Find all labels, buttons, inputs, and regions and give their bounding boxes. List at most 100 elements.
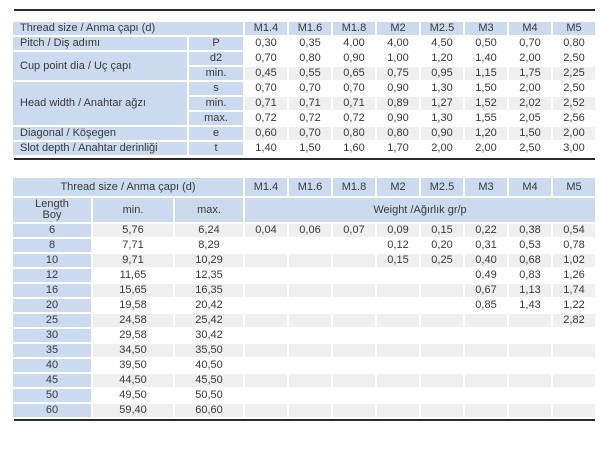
weight-value [333, 344, 375, 357]
size-header: M5 [553, 178, 595, 196]
weight-value [245, 404, 287, 417]
weight-value: 0,25 [421, 254, 463, 267]
size-header: M2 [377, 22, 419, 35]
weight-value [333, 374, 375, 387]
table-row: Slot depth / Anahtar derinliği t 1,40 1,50 1… [13, 142, 595, 155]
spec-value: 2,56 [563, 112, 585, 124]
weight-value: 0,49 [475, 269, 497, 281]
weight-value [553, 389, 595, 402]
weight-value [289, 239, 331, 252]
table-row: Head width / Anahtar ağzı s 0,70 0,70 0,70 0,… [13, 82, 595, 125]
max-value: 10,29 [175, 254, 243, 267]
weight-value: 0,15 [377, 254, 419, 267]
spec-value: 4,50 [431, 37, 453, 49]
max-value: 16,35 [175, 284, 243, 297]
weight-value [245, 239, 287, 252]
min-value: 59,40 [93, 404, 173, 417]
spec-value: 0,72 [299, 112, 321, 124]
spec-value: 1,20 [431, 52, 453, 64]
spec-value: 1,40 [255, 142, 277, 154]
spec-value: 0,90 [421, 127, 463, 140]
length-value: 35 [13, 344, 91, 357]
spec-value: 1,55 [475, 112, 497, 124]
weight-value [377, 404, 419, 417]
max-value: 6,24 [175, 224, 243, 237]
max-value: 20,42 [195, 299, 223, 311]
table-row: max. 0,72 0,72 0,72 0,90 1,30 1,55 2,05 2,56 [13, 112, 595, 125]
table-row: Length Boy min. max. Weight /Ağırlık gr/p [13, 198, 595, 222]
min-value: 7,71 [122, 239, 144, 251]
length-value: 30 [13, 329, 91, 342]
table-row: min. 0,45 0,55 0,65 0,75 0,95 1,15 1,75 2,25 [13, 67, 595, 80]
max-value: 25,42 [175, 314, 243, 327]
spec-value: 1,15 [465, 67, 507, 80]
spec-value: 1,50 [475, 82, 497, 94]
spec-value: 1,70 [387, 142, 409, 154]
weight-value [509, 344, 551, 357]
min-value: 9,71 [93, 254, 173, 267]
weight-value: 0,09 [377, 224, 419, 237]
weight-column-header: Weight /Ağırlık gr/p [245, 198, 595, 222]
weight-value [333, 404, 375, 417]
weight-value [377, 344, 419, 357]
table-row: 10 9,71 10,29 0,15 0,25 0,40 0,68 1,02 [13, 254, 595, 267]
weight-value [465, 404, 507, 417]
weight-value [553, 374, 595, 387]
weight-value [377, 314, 419, 327]
weight-value [421, 404, 463, 417]
table-row: 45 44,50 45,50 [13, 374, 595, 387]
table-row: 8 7,71 8,29 0,12 0,20 0,31 0,53 0,78 [13, 239, 595, 252]
spec-value: 0,80 [563, 37, 585, 49]
weight-value [333, 329, 375, 342]
min-value: 39,50 [119, 359, 147, 371]
max-value: 8,29 [198, 239, 220, 251]
weight-header-label: Thread size / Anma çapı (d) [13, 178, 243, 196]
max-value: 12,35 [195, 269, 223, 281]
weight-value [377, 299, 419, 312]
size-header: M2.5 [421, 22, 463, 35]
spec-value: 2,25 [553, 67, 595, 80]
table-row: 60 59,40 60,60 [13, 404, 595, 417]
weight-value [421, 374, 463, 387]
weight-value [289, 254, 331, 267]
table-row: 6 5,76 6,24 0,04 0,06 0,07 0,09 0,15 0,22 0,38 0,5… [13, 224, 595, 237]
spec-table-body: Thread size / Anma çapı (d) M1.4 M1.6 M1.8 M… [13, 22, 595, 155]
weight-value [333, 299, 375, 312]
weight-value [245, 314, 287, 327]
spec-value: 2,02 [509, 97, 551, 110]
weight-value: 0,22 [465, 224, 507, 237]
weight-value [421, 299, 463, 312]
weight-value [289, 374, 331, 387]
weight-value [509, 329, 551, 342]
row-symbol: min. [189, 67, 243, 80]
weight-value [465, 389, 507, 402]
weight-value [553, 329, 595, 342]
spec-value: 1,50 [509, 127, 551, 140]
row-symbol: s [189, 82, 243, 95]
min-value: 24,58 [93, 314, 173, 327]
weight-value: 0,54 [553, 224, 595, 237]
weight-value [333, 314, 375, 327]
table-row: 30 29,58 30,42 [13, 329, 595, 342]
row-label: Pitch / Diş adımı [13, 37, 187, 50]
size-header: M1.4 [245, 22, 287, 35]
length-value: 50 [13, 389, 91, 402]
spec-value: 0,70 [299, 82, 321, 94]
min-value: 11,65 [119, 269, 147, 281]
weight-value: 0,07 [333, 224, 375, 237]
length-weight-table: Thread size / Anma çapı (d) M1.4 M1.6 M1.8 M… [11, 176, 597, 419]
min-value: 29,58 [119, 329, 147, 341]
row-symbol: min. [189, 97, 243, 110]
spec-value: 1,52 [465, 97, 507, 110]
spec-value: 1,30 [431, 112, 453, 124]
weight-value [289, 404, 331, 417]
size-header: M4 [509, 178, 551, 196]
spec-value: 1,00 [387, 52, 409, 64]
spec-value: 0,80 [377, 127, 419, 140]
row-symbol: e [189, 127, 243, 140]
weight-table-body: Thread size / Anma çapı (d) M1.4 M1.6 M1.8 M… [13, 178, 595, 417]
weight-value: 0,20 [431, 239, 453, 251]
weight-value [289, 284, 331, 297]
spec-value: 1,27 [421, 97, 463, 110]
top-border-line [14, 9, 595, 11]
